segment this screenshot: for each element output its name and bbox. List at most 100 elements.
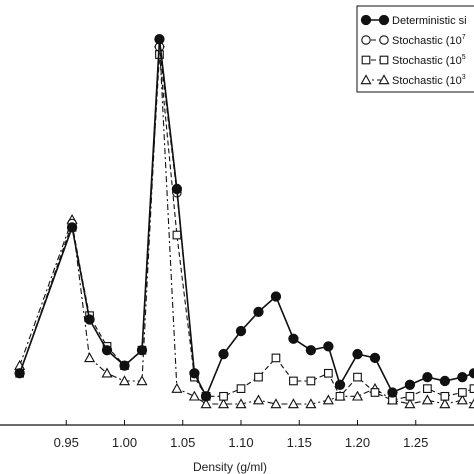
data-point-open-square bbox=[457, 388, 467, 397]
data-point-open-square bbox=[440, 391, 450, 401]
data-point-open-triangle bbox=[188, 390, 200, 401]
data-point-open-square bbox=[370, 388, 380, 397]
data-point-open-triangle bbox=[456, 394, 468, 405]
data-point-filled-circle bbox=[360, 14, 372, 26]
series-line bbox=[19, 42, 474, 405]
legend-label: Stochastic (107 bbox=[392, 34, 466, 47]
data-point-filled-circle bbox=[101, 345, 113, 356]
data-point-open-circle bbox=[379, 35, 389, 45]
data-point-filled-circle bbox=[404, 379, 416, 390]
data-point-open-square bbox=[254, 372, 263, 382]
x-tick-label: 1.00 bbox=[112, 435, 137, 450]
data-point-open-triangle bbox=[252, 394, 265, 405]
data-point-open-triangle bbox=[305, 398, 317, 409]
legend-item: Stochastic (107 bbox=[361, 34, 466, 47]
x-tick-label: 1.20 bbox=[345, 435, 370, 450]
data-point-open-square bbox=[361, 55, 371, 65]
data-point-filled-circle bbox=[378, 14, 390, 26]
data-point-filled-circle bbox=[457, 371, 468, 383]
data-point-filled-circle bbox=[189, 368, 200, 379]
legend-item: Stochastic (105 bbox=[361, 54, 466, 67]
data-point-open-triangle bbox=[217, 398, 230, 409]
data-point-filled-circle bbox=[439, 375, 451, 387]
series-0 bbox=[14, 34, 474, 402]
data-point-filled-circle bbox=[119, 360, 130, 371]
data-point-filled-circle bbox=[468, 368, 474, 379]
data-point-open-triangle bbox=[378, 74, 390, 85]
data-point-filled-circle bbox=[253, 306, 264, 317]
data-point-open-square bbox=[306, 376, 316, 386]
legend-label-exponent: 5 bbox=[462, 54, 466, 61]
data-point-filled-circle bbox=[270, 291, 282, 302]
data-point-open-triangle bbox=[118, 375, 131, 386]
data-point-open-triangle bbox=[235, 398, 247, 409]
x-tick-label: 1.25 bbox=[403, 435, 428, 450]
data-point-filled-circle bbox=[235, 325, 247, 337]
data-point-filled-circle bbox=[84, 314, 95, 325]
series-1 bbox=[14, 42, 474, 402]
data-point-open-triangle bbox=[439, 398, 451, 409]
data-point-open-triangle bbox=[322, 394, 334, 405]
data-point-open-square bbox=[353, 372, 362, 382]
data-point-open-triangle bbox=[404, 398, 416, 409]
data-point-filled-circle bbox=[305, 345, 317, 356]
data-point-open-triangle bbox=[360, 74, 372, 85]
x-tick-label: 0.95 bbox=[54, 435, 79, 450]
legend-label-exponent: 3 bbox=[462, 74, 466, 81]
data-point-filled-circle bbox=[352, 348, 363, 360]
series-line bbox=[19, 54, 474, 401]
data-point-filled-circle bbox=[369, 352, 381, 364]
series-3 bbox=[14, 37, 474, 409]
x-axis: 0.95 1.00 1.05 1.10 1.15 1.20 1.25 bbox=[54, 420, 428, 450]
series-line bbox=[18, 39, 474, 399]
data-point-open-triangle bbox=[421, 394, 433, 405]
data-point-open-square bbox=[172, 230, 182, 240]
legend: Deterministic si Stochastic (107 Stochasti… bbox=[356, 5, 474, 93]
series-layer bbox=[14, 34, 474, 409]
data-point-filled-circle bbox=[154, 34, 165, 45]
legend-item: Stochastic (103 bbox=[360, 74, 466, 87]
data-point-open-square bbox=[236, 384, 246, 393]
x-axis-title: Density (g/ml) bbox=[193, 460, 267, 474]
data-point-open-triangle bbox=[200, 398, 212, 409]
legend-label: Deterministic si bbox=[392, 15, 467, 27]
data-point-open-square bbox=[469, 384, 474, 393]
data-point-filled-circle bbox=[66, 222, 78, 233]
data-point-open-triangle bbox=[171, 382, 183, 393]
data-point-filled-circle bbox=[171, 183, 183, 195]
data-point-filled-circle bbox=[387, 387, 398, 398]
x-tick-label: 1.15 bbox=[287, 435, 312, 450]
legend-label: Stochastic (103 bbox=[392, 74, 466, 87]
data-point-open-square bbox=[335, 391, 345, 401]
data-point-open-triangle bbox=[468, 398, 474, 409]
data-point-open-square bbox=[423, 384, 432, 393]
data-point-filled-circle bbox=[334, 379, 346, 390]
data-point-filled-circle bbox=[422, 371, 433, 383]
legend-item: Deterministic si bbox=[360, 14, 467, 27]
data-point-open-triangle bbox=[136, 375, 148, 386]
data-point-open-square bbox=[379, 55, 389, 65]
series-2 bbox=[15, 50, 474, 405]
data-point-open-triangle bbox=[101, 367, 113, 378]
data-point-open-triangle bbox=[287, 398, 299, 409]
data-point-open-square bbox=[289, 376, 298, 386]
data-point-open-square bbox=[219, 391, 228, 401]
legend-label-exponent: 7 bbox=[462, 34, 466, 41]
data-point-open-square bbox=[324, 368, 333, 378]
x-tick-label: 1.10 bbox=[228, 435, 253, 450]
data-point-filled-circle bbox=[288, 333, 299, 344]
data-point-open-triangle bbox=[351, 390, 364, 401]
data-point-open-square bbox=[405, 391, 415, 401]
legend-label: Stochastic (105 bbox=[392, 54, 466, 67]
data-point-filled-circle bbox=[136, 345, 148, 356]
data-point-filled-circle bbox=[323, 341, 334, 352]
data-point-open-circle bbox=[361, 35, 371, 45]
data-point-open-square bbox=[271, 353, 281, 363]
data-point-open-triangle bbox=[84, 352, 96, 363]
data-point-filled-circle bbox=[218, 348, 229, 360]
data-point-filled-circle bbox=[14, 368, 25, 379]
x-tick-label: 1.05 bbox=[170, 435, 195, 450]
data-point-open-triangle bbox=[270, 398, 282, 409]
data-point-filled-circle bbox=[200, 391, 212, 402]
